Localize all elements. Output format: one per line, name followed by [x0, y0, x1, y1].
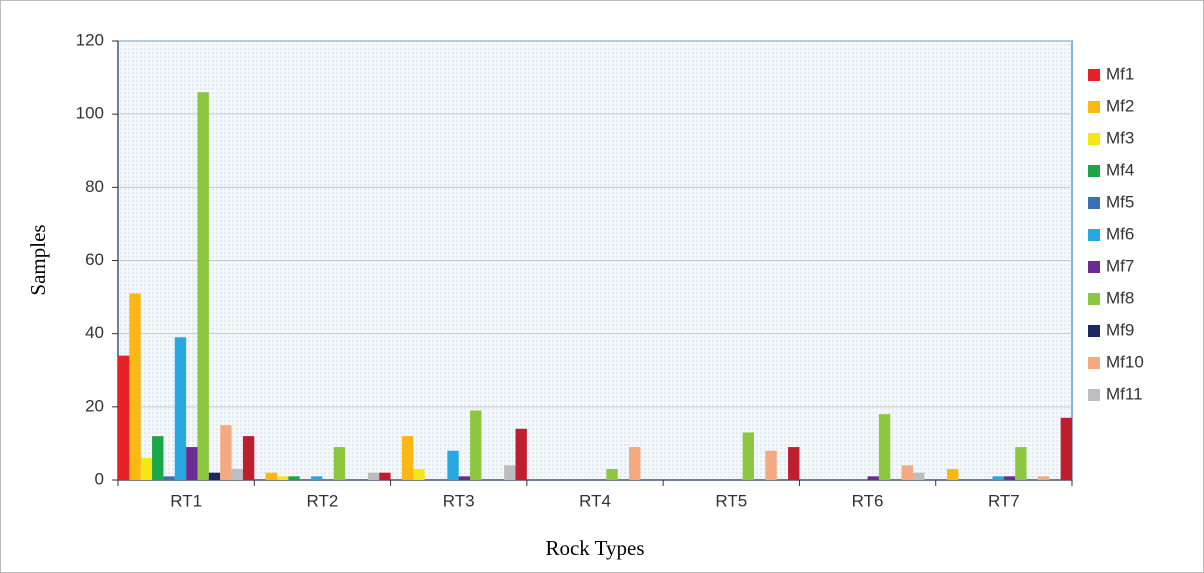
bar — [333, 447, 346, 480]
legend-label: Mf2 — [1106, 96, 1134, 115]
bar — [163, 476, 175, 480]
bar — [277, 476, 289, 480]
bar — [265, 472, 277, 480]
bar — [901, 465, 913, 480]
legend-swatch — [1088, 293, 1100, 305]
bar — [208, 472, 221, 480]
y-tick-label: 0 — [95, 469, 104, 488]
legend-swatch — [1088, 101, 1100, 113]
bar — [1003, 476, 1016, 480]
bar — [947, 469, 959, 480]
bar — [788, 447, 800, 480]
legend-swatch — [1088, 69, 1100, 81]
bar — [220, 425, 232, 480]
bar — [152, 436, 164, 480]
legend-label: Mf11 — [1106, 384, 1143, 403]
y-tick-label: 100 — [76, 104, 104, 123]
bar — [447, 450, 459, 480]
y-tick-label: 80 — [85, 177, 104, 196]
legend-label: Mf3 — [1106, 128, 1134, 147]
y-tick-label: 60 — [85, 250, 104, 269]
bar — [504, 465, 516, 480]
bar — [311, 476, 323, 480]
legend-label: Mf5 — [1106, 192, 1134, 211]
bar — [118, 355, 130, 480]
bar — [174, 337, 187, 480]
bar — [242, 436, 255, 480]
bar — [606, 469, 618, 480]
legend-label: Mf10 — [1106, 352, 1144, 371]
legend-swatch — [1088, 325, 1100, 337]
legend-label: Mf1 — [1106, 64, 1134, 83]
y-tick-label: 120 — [76, 30, 104, 49]
bar — [470, 410, 482, 480]
bar — [992, 476, 1004, 480]
legend-swatch — [1088, 357, 1100, 369]
x-tick-label: RT3 — [443, 491, 475, 510]
legend-swatch — [1088, 261, 1100, 273]
legend-label: Mf8 — [1106, 288, 1134, 307]
bar — [413, 469, 425, 480]
bar — [742, 432, 754, 480]
legend-label: Mf9 — [1106, 320, 1134, 339]
bar — [629, 447, 641, 480]
bar — [878, 414, 891, 480]
bar — [231, 469, 243, 480]
bar — [140, 458, 153, 480]
legend-swatch — [1088, 229, 1100, 241]
bar — [379, 472, 391, 480]
y-axis-title: Samples — [26, 224, 50, 295]
x-tick-label: RT5 — [715, 491, 747, 510]
x-tick-label: RT1 — [170, 491, 202, 510]
x-tick-label: RT6 — [852, 491, 884, 510]
x-axis-title: Rock Types — [545, 536, 644, 560]
bar — [197, 92, 209, 480]
bar — [1037, 476, 1050, 480]
bar — [1015, 447, 1027, 480]
bar — [867, 476, 879, 480]
bar — [1060, 417, 1072, 480]
legend-swatch — [1088, 197, 1100, 209]
bar — [458, 476, 471, 480]
legend-swatch — [1088, 133, 1100, 145]
bar — [367, 472, 380, 480]
bar — [288, 476, 300, 480]
bar — [401, 436, 414, 480]
legend-label: Mf7 — [1106, 256, 1134, 275]
y-tick-label: 40 — [85, 323, 104, 342]
x-tick-label: RT7 — [988, 491, 1020, 510]
legend-label: Mf4 — [1106, 160, 1134, 179]
y-tick-label: 20 — [85, 396, 104, 415]
legend-label: Mf6 — [1106, 224, 1134, 243]
x-tick-label: RT4 — [579, 491, 611, 510]
x-tick-label: RT2 — [307, 491, 339, 510]
bar — [515, 428, 527, 480]
legend-swatch — [1088, 165, 1100, 177]
legend-swatch — [1088, 389, 1100, 401]
bar — [129, 293, 141, 480]
bar — [913, 472, 925, 480]
bar — [186, 447, 198, 480]
bar — [765, 450, 777, 480]
